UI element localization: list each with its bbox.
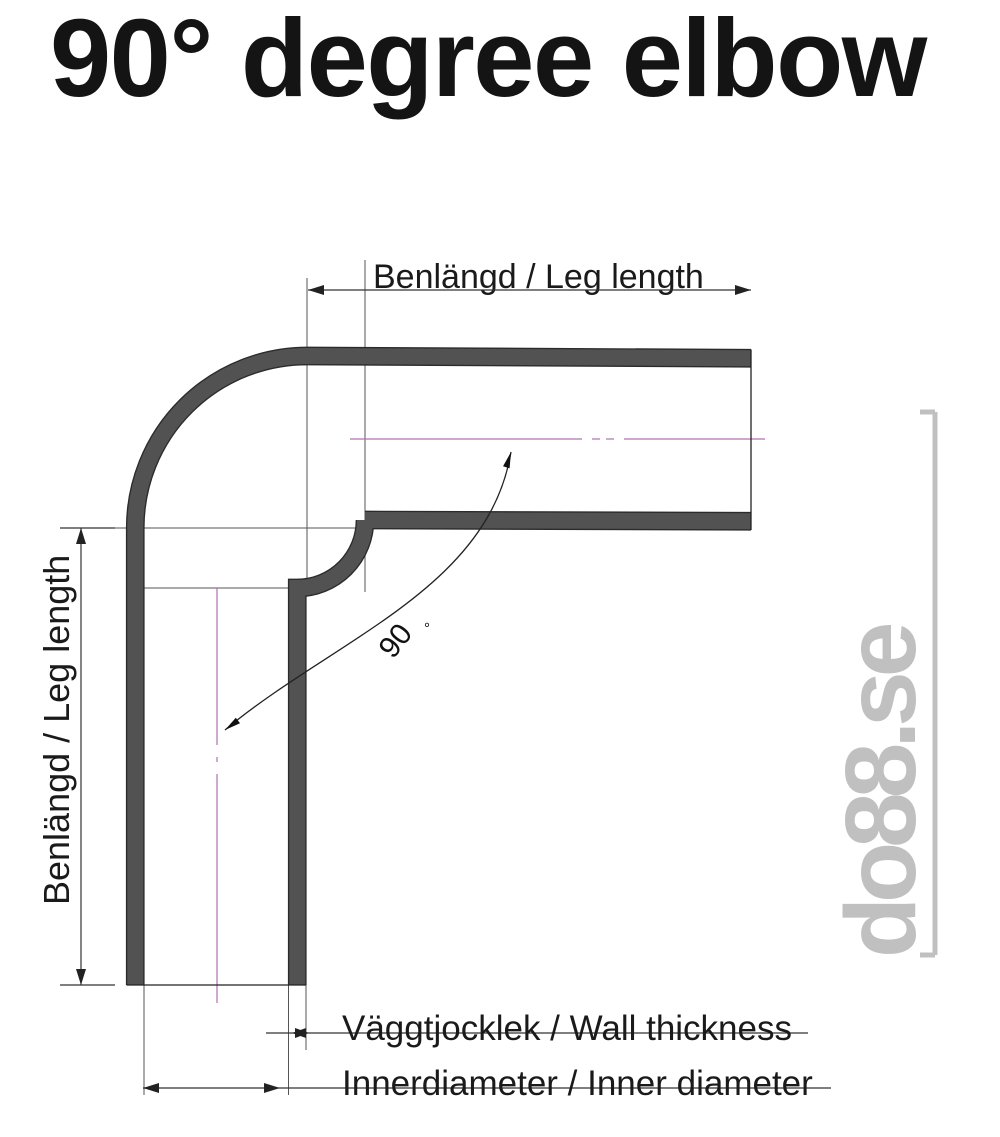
svg-text:90: 90 — [373, 618, 420, 665]
svg-text:Innerdiameter / Inner diameter: Innerdiameter / Inner diameter — [342, 1064, 813, 1103]
svg-text:Benlängd / Leg length: Benlängd / Leg length — [36, 555, 77, 905]
svg-text:do88.se: do88.se — [825, 624, 937, 958]
svg-text:°: ° — [424, 620, 430, 637]
svg-text:Väggtjocklek / Wall thickness: Väggtjocklek / Wall thickness — [342, 1009, 792, 1048]
